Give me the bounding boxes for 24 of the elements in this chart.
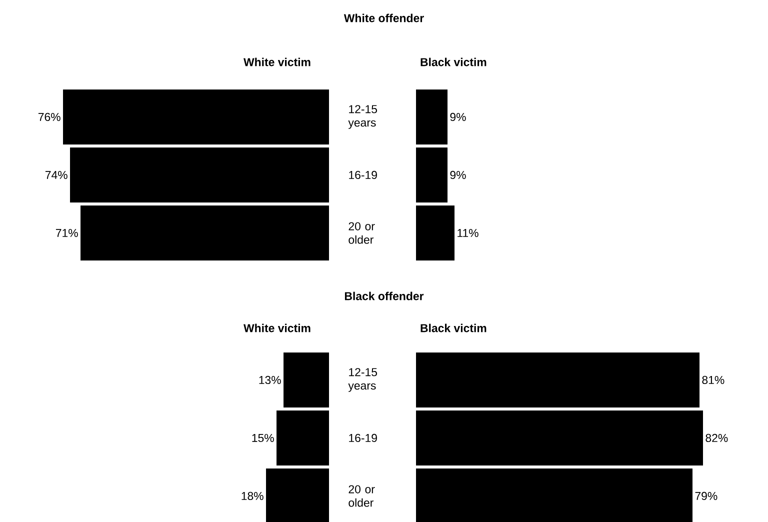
text: Black offender [344,292,424,300]
chart-title: Black victim [420,58,486,66]
chart-subtitle: White victim [244,324,310,332]
y-tick-label: 20 or older [348,222,375,244]
y-tick-label: 20 or older [348,485,375,507]
data-label: 81% [702,376,724,384]
data-label: 82% [706,434,728,442]
y-tick-label: 16-19 [349,170,377,180]
data-label: 76% [38,112,60,122]
data-label: 13% [259,376,281,384]
y-tick-label: 12-15 years [348,105,378,129]
data-label: 9% [450,170,466,180]
data-label: 15% [252,434,274,442]
chart-title: Black victim [420,324,486,332]
chart-subtitle: White victim [244,58,310,66]
data-label: 18% [242,492,264,500]
y-tick-label: 12-15 years [348,368,378,392]
data-label: 79% [695,492,718,500]
text: White offender [344,14,424,22]
data-label: 74% [45,170,68,179]
data-label: 9% [450,112,466,122]
data-label: 71% [56,228,78,237]
data-label: 11% [458,228,478,237]
y-tick-label: 16-19 [349,434,377,442]
